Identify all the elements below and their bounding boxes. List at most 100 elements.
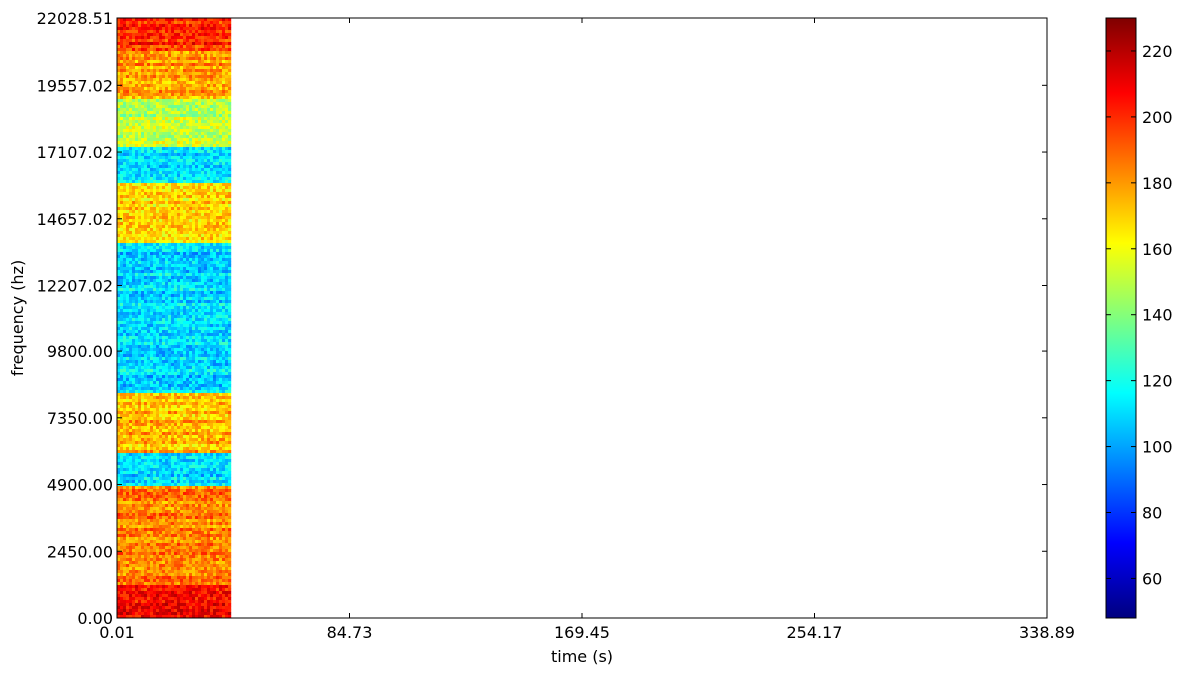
spectrogram-cell — [219, 123, 223, 127]
spectrogram-cell — [216, 288, 220, 292]
spectrogram-cell — [168, 258, 172, 262]
spectrogram-cell — [207, 330, 211, 334]
spectrogram-cell — [141, 132, 145, 136]
spectrogram-cell — [210, 387, 214, 391]
spectrogram-cell — [174, 114, 178, 118]
spectrogram-cell — [150, 138, 154, 142]
spectrogram-cell — [117, 93, 121, 97]
spectrogram-cell — [174, 201, 178, 205]
spectrogram-cell — [153, 33, 157, 37]
spectrogram-cell — [117, 393, 121, 397]
spectrogram-cell — [228, 168, 232, 172]
spectrogram-cell — [126, 282, 130, 286]
spectrogram-cell — [168, 270, 172, 274]
spectrogram-cell — [195, 396, 199, 400]
spectrogram-cell — [219, 234, 223, 238]
spectrogram-cell — [183, 213, 187, 217]
spectrogram-cell — [189, 399, 193, 403]
spectrogram-cell — [156, 126, 160, 130]
spectrogram-cell — [192, 30, 196, 34]
spectrogram-cell — [126, 333, 130, 337]
spectrogram-cell — [207, 141, 211, 145]
spectrogram-cell — [201, 72, 205, 76]
spectrogram-cell — [207, 267, 211, 271]
spectrogram-cell — [207, 99, 211, 103]
spectrogram-cell — [195, 384, 199, 388]
spectrogram-cell — [147, 18, 151, 22]
spectrogram-cell — [135, 231, 139, 235]
spectrogram-cell — [132, 252, 136, 256]
spectrogram-cell — [162, 354, 166, 358]
spectrogram-cell — [198, 111, 202, 115]
spectrogram-cell — [168, 360, 172, 364]
spectrogram-cell — [123, 282, 127, 286]
spectrogram-cell — [183, 102, 187, 106]
spectrogram-cell — [135, 195, 139, 199]
spectrogram-cell — [180, 189, 184, 193]
spectrogram-cell — [201, 186, 205, 190]
spectrogram-cell — [219, 291, 223, 295]
spectrogram-cell — [186, 204, 190, 208]
spectrogram-cell — [180, 240, 184, 244]
spectrogram-cell — [177, 60, 181, 64]
spectrogram-cell — [177, 18, 181, 22]
spectrogram-cell — [120, 279, 124, 283]
spectrogram-cell — [147, 333, 151, 337]
spectrogram-cell — [201, 315, 205, 319]
spectrogram-cell — [165, 246, 169, 250]
spectrogram-cell — [126, 120, 130, 124]
spectrogram-cell — [123, 366, 127, 370]
spectrogram-cell — [120, 408, 124, 412]
spectrogram-cell — [165, 201, 169, 205]
spectrogram-cell — [147, 273, 151, 277]
spectrogram-cell — [192, 117, 196, 121]
spectrogram-cell — [150, 207, 154, 211]
spectrogram-cell — [180, 372, 184, 376]
spectrogram-cell — [117, 117, 121, 121]
spectrogram-cell — [216, 24, 220, 28]
spectrogram-cell — [216, 372, 220, 376]
spectrogram-cell — [174, 357, 178, 361]
spectrogram-cell — [186, 174, 190, 178]
spectrogram-cell — [216, 381, 220, 385]
spectrogram-cell — [141, 309, 145, 313]
spectrogram-cell — [159, 213, 163, 217]
spectrogram-cell — [195, 300, 199, 304]
spectrogram-cell — [138, 183, 142, 187]
spectrogram-cell — [180, 357, 184, 361]
spectrogram-cell — [126, 189, 130, 193]
spectrogram-cell — [195, 198, 199, 202]
spectrogram-cell — [141, 396, 145, 400]
spectrogram-cell — [222, 27, 226, 31]
spectrogram-cell — [219, 78, 223, 82]
spectrogram-cell — [177, 21, 181, 25]
spectrogram-cell — [123, 375, 127, 379]
spectrogram-cell — [216, 396, 220, 400]
spectrogram-cell — [129, 399, 133, 403]
spectrogram-cell — [144, 300, 148, 304]
spectrogram-cell — [222, 93, 226, 97]
spectrogram-cell — [138, 267, 142, 271]
spectrogram-cell — [180, 312, 184, 316]
spectrogram-cell — [123, 291, 127, 295]
spectrogram-cell — [219, 393, 223, 397]
spectrogram-cell — [201, 282, 205, 286]
spectrogram-cell — [135, 72, 139, 76]
spectrogram-cell — [198, 96, 202, 100]
spectrogram-cell — [177, 399, 181, 403]
spectrogram-cell — [117, 285, 121, 289]
spectrogram-cell — [135, 57, 139, 61]
spectrogram-cell — [201, 168, 205, 172]
spectrogram-cell — [186, 252, 190, 256]
spectrogram-cell — [189, 279, 193, 283]
spectrogram-cell — [165, 348, 169, 352]
spectrogram-cell — [162, 132, 166, 136]
spectrogram-cell — [123, 84, 127, 88]
spectrogram-cell — [168, 405, 172, 409]
spectrogram-cell — [222, 291, 226, 295]
spectrogram-cell — [135, 162, 139, 166]
spectrogram-cell — [135, 273, 139, 277]
spectrogram-cell — [117, 165, 121, 169]
spectrogram-cell — [156, 210, 160, 214]
spectrogram-cell — [207, 387, 211, 391]
